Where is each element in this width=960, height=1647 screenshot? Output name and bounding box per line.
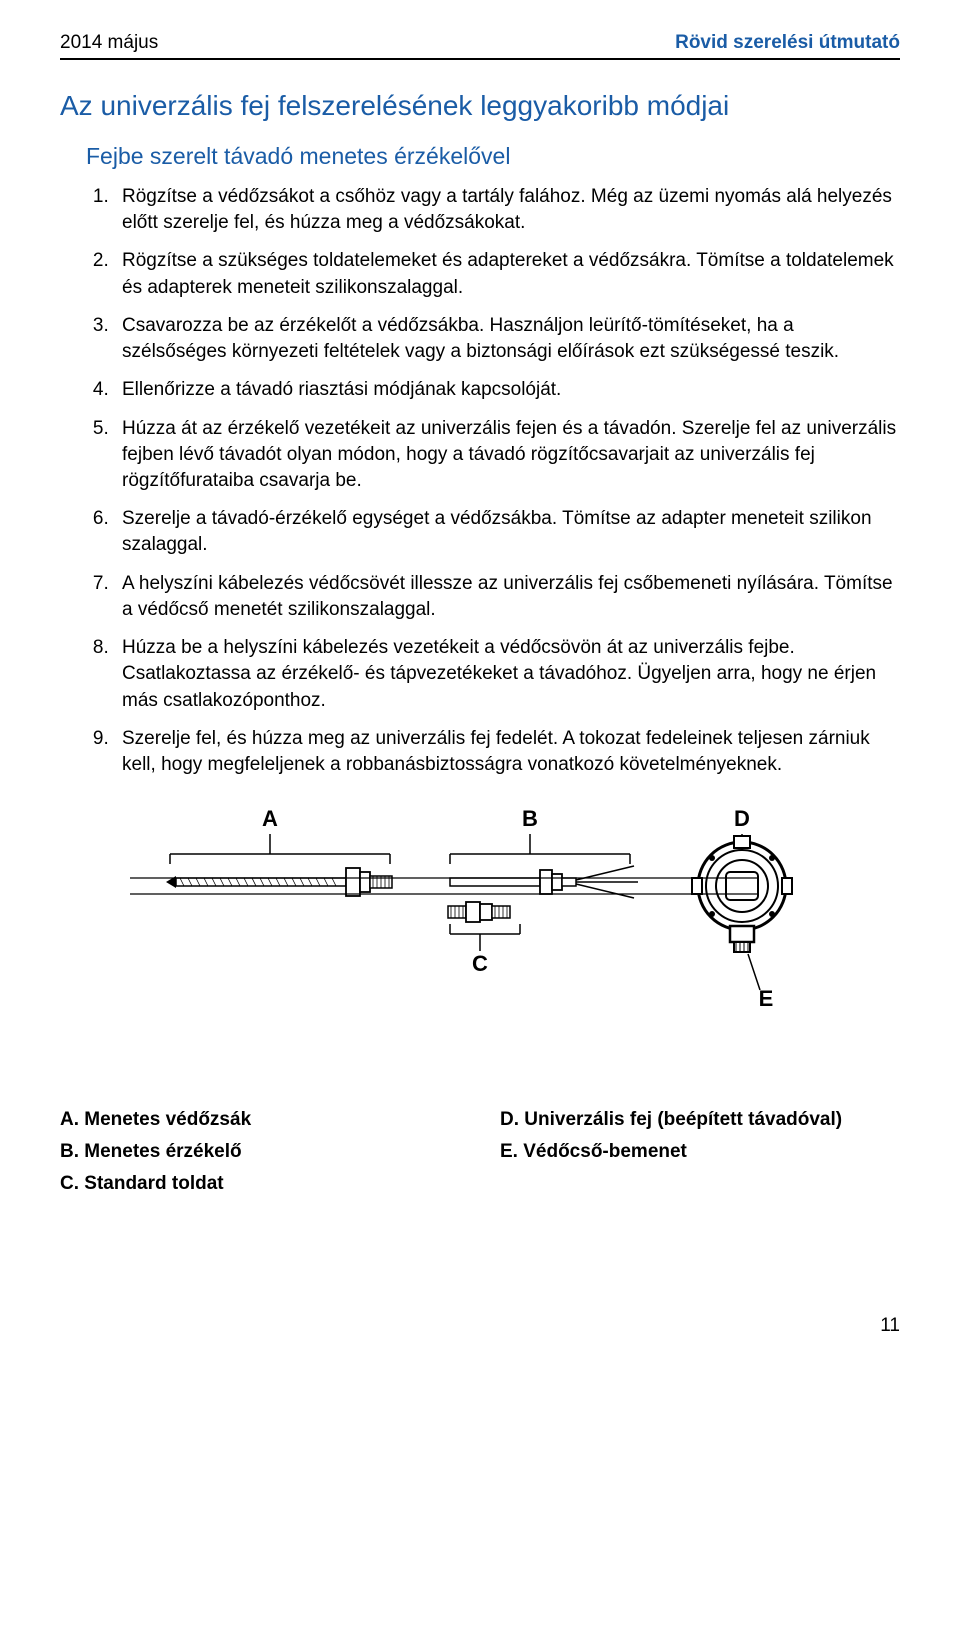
- label-e: E: [759, 986, 774, 1011]
- step-item: Szerelje fel, és húzza meg az univerzáli…: [114, 726, 900, 778]
- step-item: Rögzítse a védőzsákot a csőhöz vagy a ta…: [114, 184, 900, 236]
- legend-a: A. Menetes védőzsák: [60, 1109, 420, 1131]
- step-item: Rögzítse a szükséges toldatelemeket és a…: [114, 248, 900, 300]
- step-item: A helyszíni kábelezés védőcsövét illessz…: [114, 571, 900, 623]
- label-b: B: [522, 806, 538, 831]
- step-item: Ellenőrizze a távadó riasztási módjának …: [114, 377, 900, 403]
- legend-b: B. Menetes érzékelő: [60, 1141, 420, 1163]
- step-item: Szerelje a távadó-érzékelő egységet a vé…: [114, 506, 900, 558]
- step-item: Csavarozza be az érzékelőt a védőzsákba.…: [114, 313, 900, 365]
- assembly-figure: A: [60, 806, 900, 1051]
- step-item: Húzza be a helyszíni kábelezés vezetékei…: [114, 635, 900, 714]
- label-d: D: [734, 806, 750, 831]
- step-item: Húzza át az érzékelő vezetékeit az unive…: [114, 416, 900, 495]
- sub-heading: Fejbe szerelt távadó menetes érzékelővel: [86, 143, 900, 170]
- document-page: 2014 május Rövid szerelési útmutató Az u…: [0, 0, 960, 1385]
- figure-legend: A. Menetes védőzsák B. Menetes érzékelő …: [60, 1109, 900, 1195]
- section-heading: Az univerzális fej felszerelésének leggy…: [60, 88, 900, 123]
- legend-e: E. Védőcső-bemenet: [500, 1141, 900, 1163]
- legend-c: C. Standard toldat: [60, 1173, 420, 1195]
- page-number: 11: [60, 1315, 900, 1337]
- legend-col-left: A. Menetes védőzsák B. Menetes érzékelő …: [60, 1109, 420, 1195]
- label-a: A: [262, 806, 278, 831]
- legend-col-right: D. Univerzális fej (beépített távadóval)…: [500, 1109, 900, 1195]
- part-a-thermowell: [166, 868, 392, 896]
- part-b-sensor: [450, 866, 638, 898]
- steps-list: Rögzítse a védőzsákot a csőhöz vagy a ta…: [114, 184, 900, 778]
- legend-d: D. Univerzális fej (beépített távadóval): [500, 1109, 900, 1131]
- header-doc-title: Rövid szerelési útmutató: [675, 32, 900, 54]
- header-date: 2014 május: [60, 32, 158, 54]
- page-header: 2014 május Rövid szerelési útmutató: [60, 32, 900, 60]
- label-c: C: [472, 951, 488, 976]
- part-c-extension: [448, 902, 510, 922]
- assembly-diagram-svg: A: [130, 806, 830, 1046]
